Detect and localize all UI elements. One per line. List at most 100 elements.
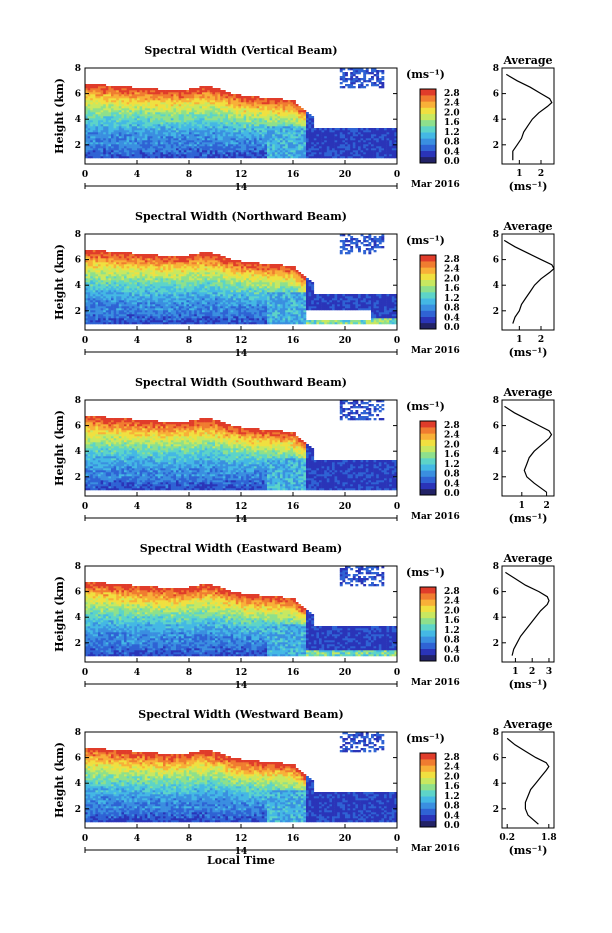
heatmap-cell <box>306 146 309 148</box>
heatmap-cell <box>108 318 111 320</box>
heatmap-cell <box>114 252 117 254</box>
heatmap-cell <box>150 124 153 126</box>
heatmap-cell <box>225 122 228 124</box>
heatmap-cell <box>137 106 140 108</box>
heatmap-cell <box>324 146 327 148</box>
heatmap-cell <box>93 102 96 104</box>
heatmap-cell <box>155 298 158 300</box>
heatmap-cell <box>88 294 91 296</box>
heatmap-cell <box>293 132 296 134</box>
heatmap-cell <box>238 110 241 112</box>
heatmap-cell <box>262 156 265 158</box>
heatmap-cell <box>145 310 148 312</box>
heatmap-cell <box>184 312 187 314</box>
heatmap-cell <box>108 156 111 158</box>
heatmap-cell <box>366 80 369 82</box>
heatmap-cell <box>160 150 163 152</box>
heatmap-cell <box>293 146 296 148</box>
heatmap-cell <box>220 120 223 122</box>
heatmap-cell <box>267 138 270 140</box>
heatmap-cell <box>158 118 161 120</box>
heatmap-cell <box>207 112 210 114</box>
heatmap-cell <box>293 106 296 108</box>
heatmap-cell <box>197 154 200 156</box>
heatmap-cell <box>93 278 96 280</box>
heatmap-cell <box>168 114 171 116</box>
heatmap-cell <box>179 142 182 144</box>
heatmap-cell <box>186 134 189 136</box>
heatmap-cell <box>121 150 124 152</box>
heatmap-cell <box>163 136 166 138</box>
heatmap-cell <box>137 288 140 290</box>
heatmap-cell <box>98 150 101 152</box>
heatmap-cell <box>171 256 174 258</box>
heatmap-cell <box>374 136 377 138</box>
heatmap-cell <box>160 92 163 94</box>
heatmap-cell <box>181 298 184 300</box>
heatmap-cell <box>153 108 156 110</box>
heatmap-cell <box>142 150 145 152</box>
heatmap-cell <box>374 152 377 154</box>
heatmap-cell <box>189 90 192 92</box>
heatmap-cell <box>361 140 364 142</box>
heatmap-cell <box>233 120 236 122</box>
heatmap-cell <box>111 294 114 296</box>
heatmap-cell <box>101 114 104 116</box>
heatmap-cell <box>168 102 171 104</box>
heatmap-cell <box>340 138 343 140</box>
heatmap-cell <box>127 130 130 132</box>
heatmap-cell <box>275 122 278 124</box>
heatmap-cell <box>108 90 111 92</box>
heatmap-cell <box>129 118 132 120</box>
heatmap-cell <box>119 274 122 276</box>
heatmap-cell <box>210 128 213 130</box>
heatmap-cell <box>293 154 296 156</box>
heatmap-cell <box>210 86 213 88</box>
heatmap-cell <box>111 138 114 140</box>
heatmap-cell <box>134 102 137 104</box>
heatmap-cell <box>121 318 124 320</box>
heatmap-cell <box>114 256 117 258</box>
heatmap-cell <box>114 310 117 312</box>
heatmap-cell <box>155 90 158 92</box>
heatmap-cell <box>288 100 291 102</box>
heatmap-cell <box>181 122 184 124</box>
heatmap-cell <box>184 90 187 92</box>
heatmap-cell <box>101 318 104 320</box>
heatmap-cell <box>103 288 106 290</box>
heatmap-cell <box>106 308 109 310</box>
heatmap-cell <box>257 130 260 132</box>
heatmap-cell <box>184 280 187 282</box>
heatmap-cell <box>371 146 374 148</box>
heatmap-cell <box>251 124 254 126</box>
heatmap-cell <box>280 122 283 124</box>
heatmap-cell <box>121 320 124 322</box>
heatmap-cell <box>93 94 96 96</box>
heatmap-cell <box>116 274 119 276</box>
heatmap-cell <box>124 156 127 158</box>
heatmap-cell <box>210 136 213 138</box>
heatmap-cell <box>225 96 228 98</box>
heatmap-cell <box>324 142 327 144</box>
heatmap-cell <box>218 106 221 108</box>
heatmap-cell <box>160 288 163 290</box>
heatmap-cell <box>93 310 96 312</box>
heatmap-cell <box>163 290 166 292</box>
heatmap-cell <box>228 132 231 134</box>
heatmap-cell <box>257 122 260 124</box>
heatmap-cell <box>147 268 150 270</box>
heatmap-cell <box>142 108 145 110</box>
heatmap-cell <box>376 84 379 86</box>
heatmap-cell <box>137 268 140 270</box>
heatmap-cell <box>147 154 150 156</box>
heatmap-cell <box>189 118 192 120</box>
heatmap-cell <box>264 124 267 126</box>
heatmap-cell <box>176 274 179 276</box>
heatmap-cell <box>340 86 343 88</box>
heatmap-cell <box>155 156 158 158</box>
heatmap-cell <box>332 150 335 152</box>
heatmap-cell <box>194 104 197 106</box>
heatmap-cell <box>176 304 179 306</box>
heatmap-cell <box>207 150 210 152</box>
heatmap-cell <box>163 312 166 314</box>
